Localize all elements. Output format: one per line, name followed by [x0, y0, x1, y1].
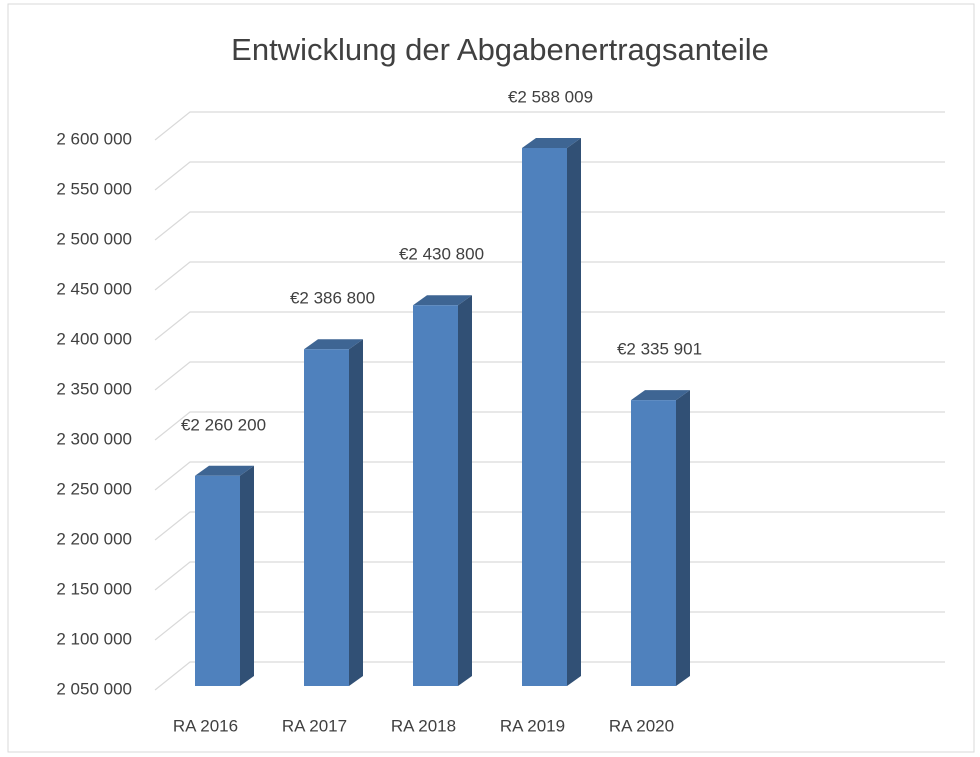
- grid-line: [154, 111, 945, 141]
- data-label: €2 260 200: [181, 415, 266, 434]
- bar: [304, 339, 363, 686]
- bar-top: [304, 339, 363, 350]
- bar-top: [195, 465, 254, 476]
- y-tick-label: 2 350 000: [56, 379, 132, 398]
- bar-side: [567, 137, 581, 687]
- bar-side: [676, 390, 690, 686]
- bar-top: [413, 295, 472, 306]
- grid-line: [154, 461, 945, 491]
- y-tick-label: 2 150 000: [56, 579, 132, 598]
- y-tick-label: 2 250 000: [56, 479, 132, 498]
- bar-front: [522, 147, 567, 687]
- bar-top: [631, 390, 690, 401]
- bar: [413, 295, 472, 686]
- grid-line: [154, 411, 945, 441]
- chart-title: Entwicklung der Abgabenertragsanteile: [231, 32, 769, 67]
- data-label: €2 335 901: [617, 340, 702, 359]
- y-tick-label: 2 500 000: [56, 229, 132, 248]
- bar-side: [349, 339, 363, 686]
- bar-side: [240, 465, 254, 686]
- y-tick-label: 2 400 000: [56, 329, 132, 348]
- x-tick-label: RA 2018: [391, 716, 456, 735]
- grid-line: [154, 511, 945, 541]
- bar: [195, 465, 254, 686]
- bar: [631, 390, 690, 686]
- y-tick-label: 2 200 000: [56, 529, 132, 548]
- grid-line: [154, 261, 945, 291]
- bar-side: [458, 295, 472, 686]
- bar-front: [631, 400, 676, 686]
- x-tick-label: RA 2017: [282, 716, 347, 735]
- data-label: €2 386 800: [290, 289, 375, 308]
- x-tick-label: RA 2020: [609, 716, 674, 735]
- grid-line: [154, 561, 945, 591]
- data-label: €2 588 009: [508, 87, 593, 106]
- bar-front: [413, 305, 458, 686]
- grid-line: [154, 661, 945, 691]
- grid-line: [154, 211, 945, 241]
- y-tick-label: 2 100 000: [56, 629, 132, 648]
- grid-line: [154, 611, 945, 641]
- grid-line: [154, 311, 945, 341]
- y-tick-label: 2 450 000: [56, 279, 132, 298]
- grid-line: [154, 161, 945, 191]
- y-tick-label: 2 600 000: [56, 129, 132, 148]
- grid-line: [154, 361, 945, 391]
- bar-top: [522, 137, 581, 148]
- chart-border: [7, 3, 975, 753]
- bar-front: [304, 349, 349, 686]
- x-tick-label: RA 2019: [500, 716, 565, 735]
- bar-front: [195, 475, 240, 686]
- x-tick-label: RA 2016: [173, 716, 238, 735]
- y-tick-label: 2 050 000: [56, 679, 132, 698]
- y-tick-label: 2 300 000: [56, 429, 132, 448]
- data-label: €2 430 800: [399, 245, 484, 264]
- y-tick-label: 2 550 000: [56, 179, 132, 198]
- bar: [522, 137, 581, 687]
